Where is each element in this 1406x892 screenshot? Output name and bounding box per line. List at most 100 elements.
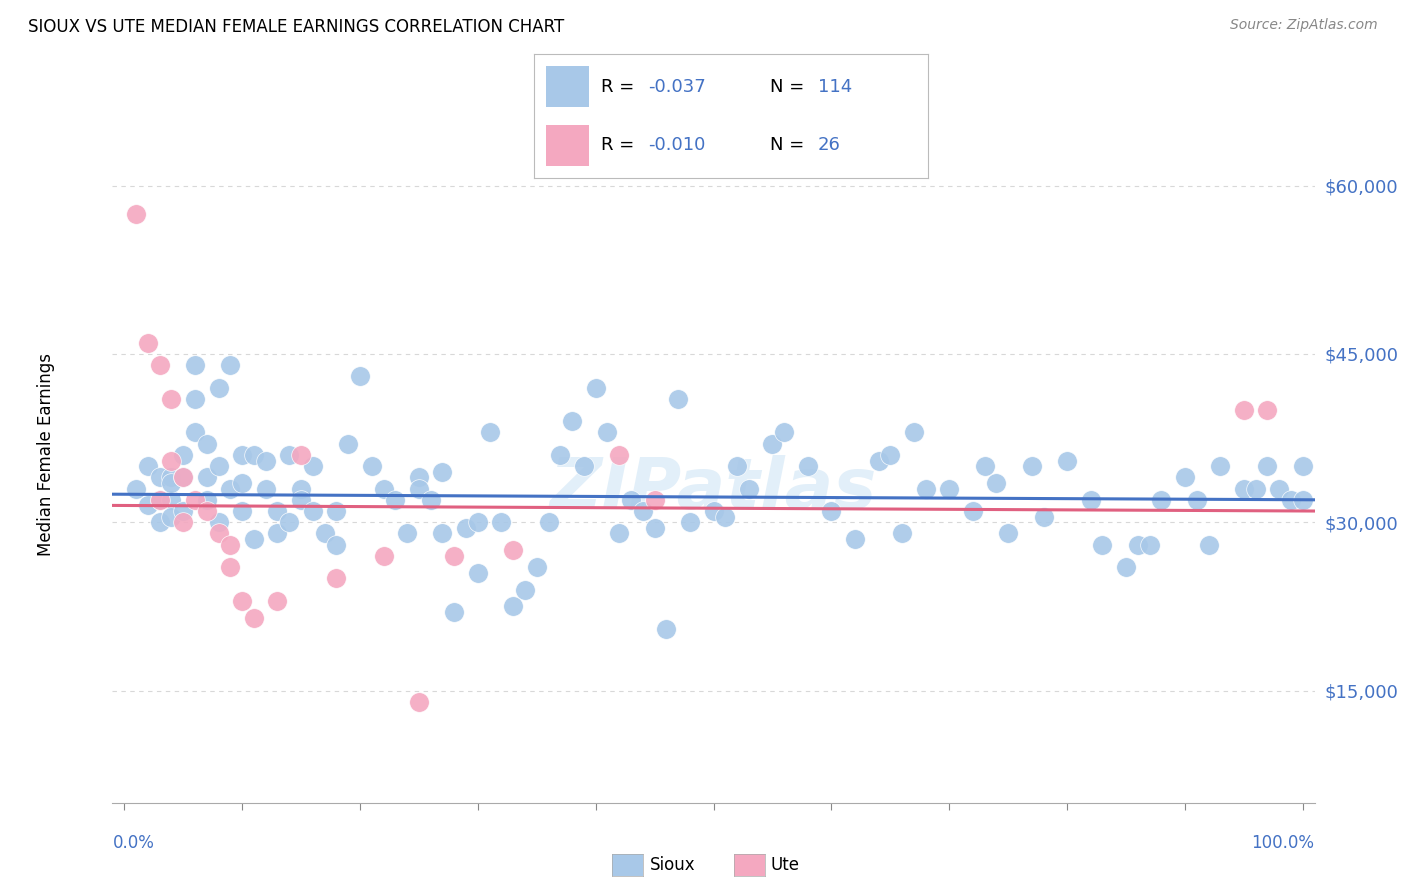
Text: ZIPatlas: ZIPatlas [550, 455, 877, 524]
Point [125, 207, 148, 221]
Point [408, 482, 430, 496]
Point [195, 470, 218, 484]
Bar [546, 66, 589, 107]
Point [454, 521, 477, 535]
Point [136, 459, 159, 474]
Text: 114: 114 [818, 78, 852, 95]
Point [314, 526, 336, 541]
Bar [546, 125, 589, 166]
Point [1174, 470, 1197, 484]
Point [1185, 492, 1208, 507]
Point [702, 504, 725, 518]
Point [231, 475, 253, 490]
Point [325, 504, 347, 518]
Point [596, 425, 619, 440]
Point [432, 465, 454, 479]
Point [408, 695, 430, 709]
Point [1150, 492, 1173, 507]
Point [443, 549, 465, 563]
Point [1279, 492, 1302, 507]
Point [1115, 560, 1137, 574]
Point [443, 605, 465, 619]
Point [1091, 538, 1114, 552]
Point [714, 509, 737, 524]
Point [585, 381, 607, 395]
Point [278, 515, 301, 529]
Text: -0.010: -0.010 [648, 136, 706, 154]
Point [1292, 492, 1315, 507]
Point [184, 425, 207, 440]
Point [607, 448, 630, 462]
Point [149, 358, 172, 372]
Text: N =: N = [770, 78, 810, 95]
Point [254, 482, 277, 496]
Point [149, 470, 172, 484]
Point [1233, 403, 1256, 417]
Point [231, 504, 253, 518]
Point [1126, 538, 1149, 552]
Point [266, 594, 288, 608]
Point [644, 492, 666, 507]
Point [195, 492, 218, 507]
Point [1056, 453, 1078, 467]
Point [125, 482, 148, 496]
Point [644, 521, 666, 535]
Point [160, 392, 183, 406]
Point [1080, 492, 1102, 507]
Text: 26: 26 [818, 136, 841, 154]
Point [290, 448, 312, 462]
Point [243, 532, 266, 546]
Point [1032, 509, 1054, 524]
Text: SIOUX VS UTE MEDIAN FEMALE EARNINGS CORRELATION CHART: SIOUX VS UTE MEDIAN FEMALE EARNINGS CORR… [28, 18, 564, 36]
Point [266, 526, 288, 541]
Point [903, 425, 925, 440]
Point [631, 504, 654, 518]
Point [1209, 459, 1232, 474]
Point [1256, 403, 1278, 417]
Point [1268, 482, 1291, 496]
Point [149, 492, 172, 507]
Point [797, 459, 820, 474]
Point [679, 515, 702, 529]
Point [172, 515, 194, 529]
Point [160, 453, 183, 467]
Point [607, 526, 630, 541]
Point [891, 526, 914, 541]
Point [160, 509, 183, 524]
Text: 0.0%: 0.0% [112, 834, 155, 852]
Point [219, 538, 242, 552]
Point [243, 610, 266, 624]
Point [738, 482, 761, 496]
Point [349, 369, 371, 384]
Point [219, 560, 242, 574]
Point [160, 470, 183, 484]
Point [290, 482, 312, 496]
Point [184, 392, 207, 406]
Point [666, 392, 689, 406]
Point [1198, 538, 1220, 552]
Text: Median Female Earnings: Median Female Earnings [38, 353, 55, 557]
Point [207, 515, 229, 529]
Point [1256, 459, 1278, 474]
Point [149, 515, 172, 529]
Text: Ute: Ute [770, 856, 800, 874]
Point [149, 492, 172, 507]
Point [844, 532, 866, 546]
Point [301, 504, 323, 518]
Point [1021, 459, 1043, 474]
Point [219, 358, 242, 372]
Point [502, 599, 524, 614]
Point [278, 448, 301, 462]
Point [997, 526, 1019, 541]
Text: Sioux: Sioux [650, 856, 695, 874]
Point [962, 504, 984, 518]
Point [136, 499, 159, 513]
Point [879, 448, 901, 462]
Point [231, 594, 253, 608]
Point [938, 482, 960, 496]
Point [467, 515, 489, 529]
Point [620, 492, 643, 507]
Point [160, 475, 183, 490]
Point [467, 566, 489, 580]
Point [478, 425, 501, 440]
